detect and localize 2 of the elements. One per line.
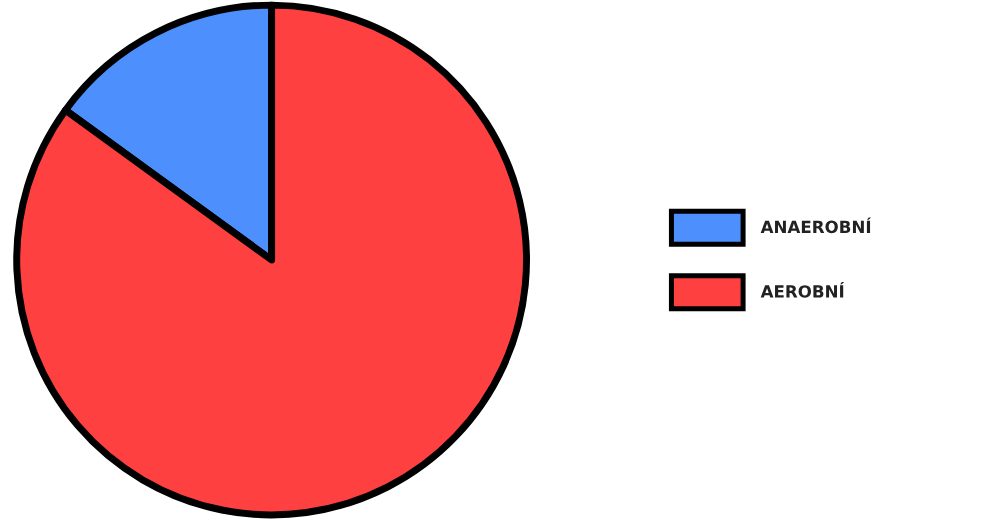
legend-label: AEROBNÍ: [760, 282, 845, 298]
legend-label: ANAEROBNÍ: [760, 217, 871, 234]
